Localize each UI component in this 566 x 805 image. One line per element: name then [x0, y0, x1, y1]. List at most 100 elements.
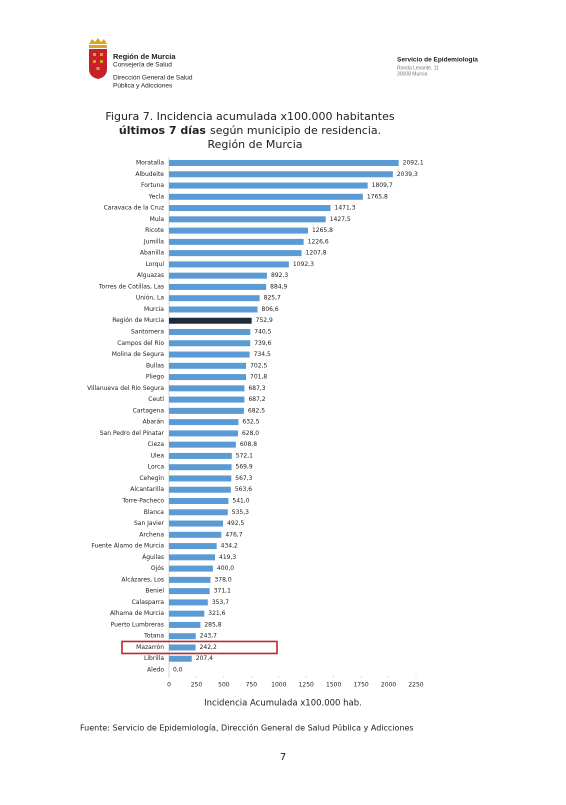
value-label: 1207,8 [306, 250, 327, 257]
value-label: 752,9 [256, 317, 273, 324]
category-label: Librilla [144, 655, 164, 662]
bar [169, 272, 267, 279]
bar [169, 610, 205, 617]
value-label: 285,8 [204, 621, 221, 628]
value-label: 1265,8 [312, 227, 333, 234]
value-label: 1226,6 [308, 238, 329, 245]
bar [169, 329, 251, 335]
bar [169, 238, 304, 245]
bar [169, 374, 247, 381]
page-number: 7 [280, 752, 286, 763]
category-label: Calasparra [132, 599, 165, 606]
category-label: San Javier [134, 520, 165, 527]
value-label: 608,8 [240, 441, 257, 448]
x-tick-label: 750 [246, 682, 258, 689]
category-label: Caravaca de la Cruz [104, 205, 164, 212]
category-label: Blanca [144, 509, 165, 516]
x-tick-label: 1500 [326, 682, 341, 689]
category-label: Ojós [151, 565, 164, 572]
category-label: Cartagena [133, 407, 165, 414]
address: 30008 Murcia [397, 71, 428, 77]
x-axis-label: Incidencia Acumulada x100.000 hab. [204, 699, 362, 709]
bar [169, 452, 232, 459]
category-label: Alguazas [137, 272, 164, 279]
direction: Pública y Adicciones [113, 83, 173, 90]
category-label: Yecla [148, 193, 165, 200]
value-label: 884,9 [270, 283, 287, 290]
value-label: 541,0 [232, 498, 249, 505]
bar [169, 621, 201, 628]
category-label: Archena [139, 531, 164, 538]
category-label: Mula [150, 216, 165, 223]
value-label: 0,0 [173, 667, 183, 674]
value-label: 492,5 [227, 520, 244, 527]
value-label: 371,1 [214, 588, 231, 595]
category-label: Totana [143, 633, 164, 640]
bar [169, 644, 196, 651]
category-label: Unión, La [136, 295, 164, 302]
x-tick-label: 1000 [271, 682, 286, 689]
bar [169, 160, 399, 166]
bar [169, 295, 260, 302]
category-label: Albudeite [135, 171, 164, 178]
bar [169, 576, 211, 583]
category-label: Jumilla [143, 238, 164, 245]
value-label: 2092,1 [403, 160, 424, 167]
bar [169, 261, 289, 268]
bar [169, 250, 302, 257]
value-label: 739,6 [254, 340, 271, 347]
category-label: Lorca [148, 464, 165, 471]
title-bold: últimos 7 días [119, 124, 207, 137]
value-label: 1471,3 [335, 205, 356, 212]
category-label: Cieza [148, 441, 165, 448]
category-label: Fortuna [141, 182, 164, 189]
value-label: 567,3 [235, 475, 252, 482]
category-label: Mazarrón [136, 644, 164, 651]
category-label: Abanilla [140, 250, 164, 257]
value-label: 687,3 [248, 385, 265, 392]
value-label: 569,9 [236, 464, 253, 471]
bar [169, 565, 213, 572]
value-label: 353,7 [212, 599, 229, 606]
category-label: Molina de Segura [112, 351, 165, 358]
x-tick-label: 500 [218, 682, 230, 689]
bar [169, 599, 208, 606]
service: Servicio de Epidemiología [397, 57, 478, 64]
bar [169, 340, 251, 347]
bar [169, 655, 192, 662]
category-label: Alcantarilla [130, 486, 164, 493]
category-label: San Pedro del Pinatar [100, 430, 165, 437]
value-label: 1809,7 [372, 182, 393, 189]
bar [169, 588, 210, 595]
bar [169, 351, 250, 358]
value-label: 2039,3 [397, 171, 418, 178]
category-label: Campos del Río [117, 340, 164, 347]
bar [169, 306, 258, 313]
value-label: 434,2 [221, 543, 238, 550]
bar [169, 205, 331, 212]
bar [169, 475, 232, 482]
category-label: Murcia [144, 306, 164, 313]
category-label: Villanueva del Río Segura [87, 385, 164, 392]
category-label: Fuente Álamo de Murcia [91, 543, 164, 550]
value-label: 207,4 [196, 655, 213, 662]
category-label: Ceutí [148, 396, 164, 403]
value-label: 702,5 [250, 362, 267, 369]
value-label: 1765,8 [367, 193, 388, 200]
value-label: 682,5 [248, 407, 265, 414]
x-tick-label: 1250 [299, 682, 314, 689]
chart-title: Figura 7. Incidencia acumulada x100.000 … [105, 110, 394, 123]
bar [169, 317, 252, 324]
bar [169, 362, 247, 369]
value-label: 476,7 [225, 531, 242, 538]
bar [169, 498, 229, 504]
chart-title-2: últimos 7 días según municipio de residen… [119, 124, 381, 137]
value-label: 400,0 [217, 565, 234, 572]
x-tick-label: 1750 [353, 682, 368, 689]
category-label: Puerto Lumbreras [111, 621, 164, 628]
category-label: Bullas [146, 362, 164, 369]
category-label: Región de Murcia [112, 317, 164, 324]
value-label: 825,7 [264, 295, 281, 302]
bar [169, 554, 216, 561]
